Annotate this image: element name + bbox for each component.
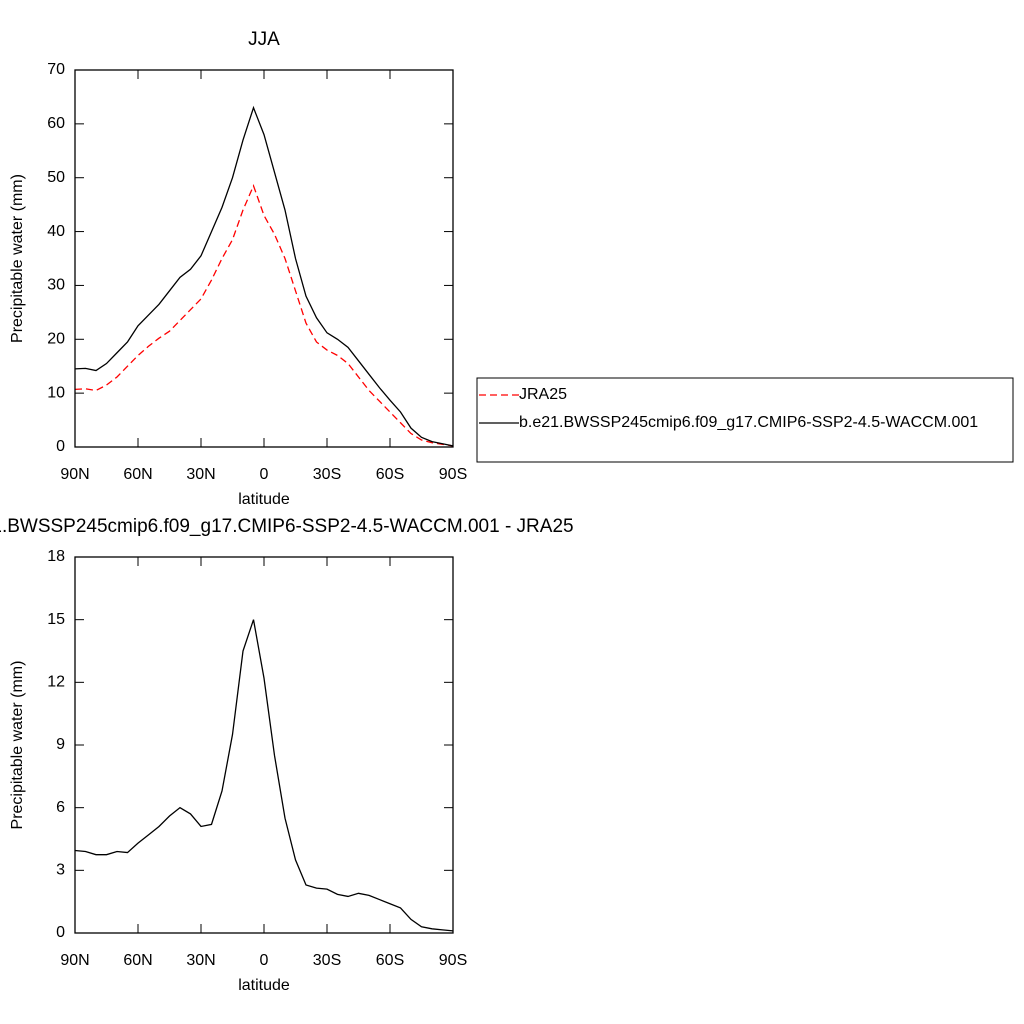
x-tick-label: 60N: [123, 466, 152, 483]
x-tick-label: 30S: [313, 952, 341, 969]
legend-label: JRA25: [519, 386, 567, 403]
x-tick-label: 90S: [439, 466, 467, 483]
y-tick-label: 10: [47, 384, 65, 401]
x-tick-label: 30N: [186, 466, 215, 483]
y-tick-label: 50: [47, 169, 65, 186]
y-tick-label: 0: [56, 924, 65, 941]
x-axis-label: latitude: [238, 491, 290, 508]
legend-box: [476, 377, 1014, 463]
x-tick-label: 60S: [376, 952, 404, 969]
y-tick-label: 40: [47, 223, 65, 240]
y-axis-label: Precipitable water (mm): [9, 174, 26, 343]
x-tick-label: 30S: [313, 466, 341, 483]
x-tick-label: 30N: [186, 952, 215, 969]
chart-title: JJA: [248, 29, 280, 50]
y-tick-label: 0: [56, 438, 65, 455]
x-tick-label: 0: [260, 952, 269, 969]
x-tick-label: 90N: [60, 952, 89, 969]
x-axis-label: latitude: [238, 977, 290, 994]
y-axis-label: Precipitable water (mm): [9, 661, 26, 830]
y-tick-label: 3: [56, 862, 65, 879]
y-tick-label: 70: [47, 61, 65, 78]
x-tick-label: 0: [260, 466, 269, 483]
legend-label: b.e21.BWSSP245cmip6.f09_g17.CMIP6-SSP2-4…: [519, 414, 978, 431]
y-tick-label: 6: [56, 799, 65, 816]
y-tick-label: 60: [47, 115, 65, 132]
x-tick-label: 60S: [376, 466, 404, 483]
y-tick-label: 15: [47, 611, 65, 628]
data-line: [74, 105, 454, 447]
data-line: [74, 619, 454, 932]
y-tick-label: 18: [47, 548, 65, 565]
x-tick-label: 90N: [60, 466, 89, 483]
plot-frame: [74, 556, 454, 934]
x-tick-label: 90S: [439, 952, 467, 969]
x-tick-label: 60N: [123, 952, 152, 969]
y-tick-label: 30: [47, 277, 65, 294]
plot-frame: [74, 69, 454, 448]
y-tick-label: 9: [56, 736, 65, 753]
chart-title: b.e21.BWSSP245cmip6.f09_g17.CMIP6-SSP2-4…: [0, 516, 574, 537]
y-tick-label: 12: [47, 674, 65, 691]
y-tick-label: 20: [47, 331, 65, 348]
